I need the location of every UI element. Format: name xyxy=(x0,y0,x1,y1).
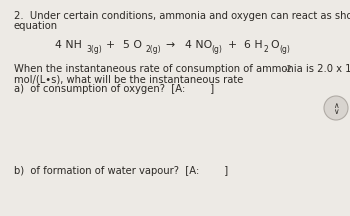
Text: -2: -2 xyxy=(285,65,293,73)
Text: 4 NO: 4 NO xyxy=(185,40,212,50)
Text: (g): (g) xyxy=(279,44,290,54)
Text: 2(g): 2(g) xyxy=(145,44,161,54)
Text: 5 O: 5 O xyxy=(123,40,142,50)
Text: 4 NH: 4 NH xyxy=(55,40,82,50)
Text: mol/(L•s), what will be the instantaneous rate: mol/(L•s), what will be the instantaneou… xyxy=(14,74,243,84)
Text: (g): (g) xyxy=(211,44,222,54)
Text: 6 H: 6 H xyxy=(244,40,262,50)
Text: 3(g): 3(g) xyxy=(86,44,102,54)
Text: 2: 2 xyxy=(264,44,269,54)
Text: equation: equation xyxy=(14,21,58,31)
Circle shape xyxy=(324,96,348,120)
Text: When the instantaneous rate of consumption of ammonia is 2.0 x 10: When the instantaneous rate of consumpti… xyxy=(14,64,350,74)
Text: 2.  Under certain conditions, ammonia and oxygen can react as shown by the: 2. Under certain conditions, ammonia and… xyxy=(14,11,350,21)
Text: +: + xyxy=(228,40,237,50)
Text: a)  of consumption of oxygen?  [A:        ]: a) of consumption of oxygen? [A: ] xyxy=(14,84,214,94)
Text: +: + xyxy=(106,40,115,50)
Text: O: O xyxy=(270,40,279,50)
Text: b)  of formation of water vapour?  [A:        ]: b) of formation of water vapour? [A: ] xyxy=(14,166,228,176)
Text: ∧: ∧ xyxy=(333,100,339,110)
Text: →: → xyxy=(165,40,174,50)
Text: ∨: ∨ xyxy=(333,108,339,116)
